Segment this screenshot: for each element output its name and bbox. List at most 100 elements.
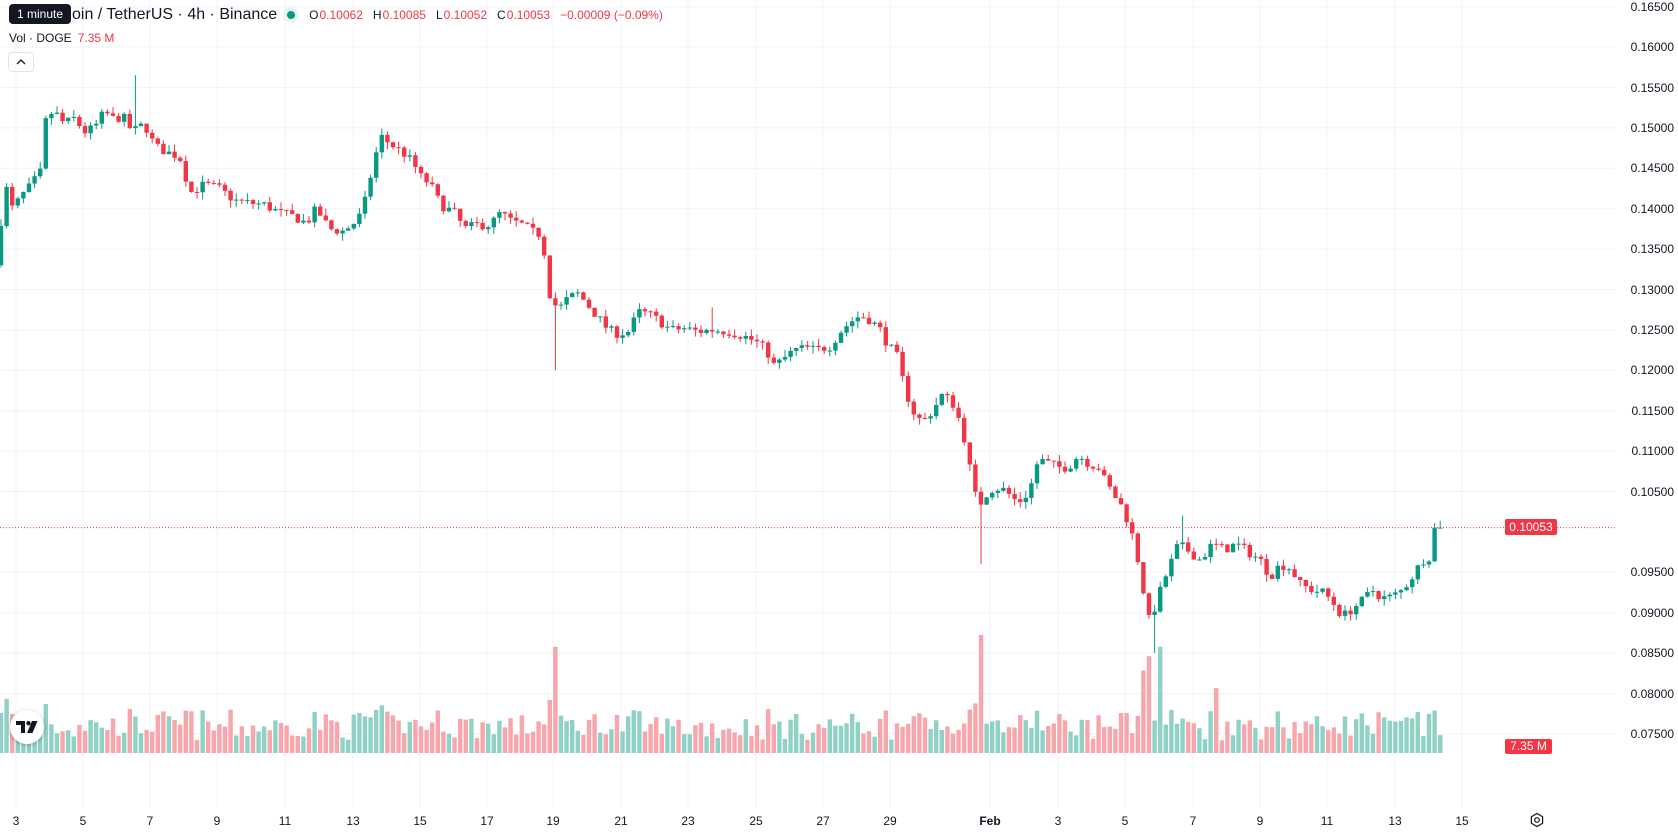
volume-bar <box>1214 688 1219 753</box>
volume-bar <box>1034 710 1040 753</box>
candle-body <box>984 497 989 505</box>
collapse-legend-button[interactable] <box>8 52 34 72</box>
candle-body <box>66 117 71 122</box>
volume-bar <box>1286 738 1292 753</box>
candle-body <box>362 196 368 214</box>
candle-body <box>928 416 933 419</box>
volume-bar <box>754 725 760 753</box>
candle-body <box>1382 596 1387 600</box>
candle-body <box>82 125 88 134</box>
market-status-icon[interactable] <box>283 7 300 23</box>
ohlc-open: O0.10062 <box>309 8 363 22</box>
price-tick-label: 0.13000 <box>1630 282 1674 297</box>
candle-body <box>866 317 872 325</box>
candle-body <box>749 335 754 340</box>
volume-bar <box>99 727 104 753</box>
time-tick-label: 5 <box>1121 814 1129 828</box>
volume-bar <box>1382 717 1387 753</box>
candle-body <box>648 311 653 313</box>
volume-bar <box>693 725 698 753</box>
candle-body <box>794 347 799 351</box>
candle-body <box>194 191 200 193</box>
candle-body <box>418 166 424 174</box>
volume-bar <box>939 730 944 753</box>
candle-body <box>1141 562 1146 594</box>
volume-bar <box>172 720 177 753</box>
candle-body <box>855 317 860 322</box>
time-tick-label: 15 <box>413 814 427 828</box>
time-tick-label: 11 <box>1320 814 1334 828</box>
candle-body <box>217 183 222 185</box>
volume-bar <box>934 720 939 753</box>
candle-body <box>183 161 188 182</box>
candle-body <box>1152 611 1157 616</box>
volume-bar <box>301 736 306 753</box>
candle-body <box>390 142 396 148</box>
volume-bar <box>1404 717 1409 753</box>
volume-bar <box>155 714 160 753</box>
volume-bar <box>1135 715 1140 753</box>
candle-body <box>777 359 782 363</box>
candle-body <box>508 213 513 218</box>
time-tick-label: 29 <box>883 814 897 828</box>
candle-body <box>116 115 121 122</box>
candle-body <box>15 198 20 206</box>
volume-bar <box>1169 709 1174 753</box>
volume-label[interactable]: Vol · DOGE <box>9 31 72 45</box>
price-axis[interactable]: 0.16500 0.16000 0.15500 0.15000 0.14500 0.140… <box>1615 0 1678 808</box>
volume-bar <box>771 724 776 753</box>
candle-body <box>670 326 676 328</box>
volume-value: 7.35 M <box>77 31 115 45</box>
volume-bar <box>49 724 54 753</box>
chart-area[interactable] <box>0 0 1615 808</box>
candle-body <box>676 326 681 330</box>
candle-body <box>4 186 9 227</box>
settings-icon[interactable] <box>1528 811 1546 829</box>
candle-body <box>1342 610 1348 616</box>
price-chart[interactable] <box>0 0 1615 808</box>
volume-bar <box>1191 723 1196 753</box>
volume-bar <box>222 726 228 753</box>
symbol-title[interactable]: oin / TetherUS · 4h · Binance <box>72 6 278 23</box>
time-tick-label: 23 <box>681 814 695 828</box>
volume-bar <box>547 699 552 753</box>
volume-bar <box>71 736 76 753</box>
candle-body <box>396 147 401 149</box>
price-tick-label: 0.12500 <box>1630 322 1674 337</box>
volume-bar <box>721 729 726 753</box>
volume-bar <box>486 723 491 753</box>
volume-bar <box>407 721 412 753</box>
candle-body <box>1051 460 1056 462</box>
candle-body <box>357 213 362 225</box>
volume-bar <box>822 727 827 753</box>
volume-bar <box>906 723 911 753</box>
volume-bar <box>631 710 636 753</box>
time-tick-label: Feb <box>979 814 1001 828</box>
volume-bar <box>788 719 793 753</box>
candle-body <box>1034 464 1040 484</box>
volume-bar <box>855 722 860 753</box>
time-axis[interactable]: 3 5 7 9 11 13 15 17 19 21 23 25 27 29 Feb 3 5 7 9 11 13 15 <box>0 808 1615 835</box>
volume-bar <box>1029 727 1034 753</box>
volume-bar <box>978 635 984 753</box>
volume-bar <box>1102 727 1107 753</box>
tradingview-logo-icon[interactable] <box>10 710 44 744</box>
time-tick-label: 25 <box>749 814 763 828</box>
candle-body <box>1046 459 1051 461</box>
volume-bar <box>609 729 614 753</box>
candle-body <box>155 138 160 144</box>
volume-bar <box>726 728 732 753</box>
volume-bar <box>911 716 916 753</box>
volume-bar <box>1197 728 1202 753</box>
volume-bar <box>542 724 547 753</box>
candle-body <box>463 220 468 226</box>
legend-title-row: oin / TetherUS · 4h · Binance O0.10062 H… <box>72 6 663 24</box>
volume-bar <box>1152 720 1157 753</box>
candle-body <box>844 326 849 333</box>
candle-body <box>1130 522 1135 534</box>
time-tick-label: 5 <box>79 814 87 828</box>
volume-bar <box>1421 736 1426 753</box>
candle-body <box>558 304 564 306</box>
candle-body <box>161 143 166 155</box>
candle-body <box>267 202 272 211</box>
